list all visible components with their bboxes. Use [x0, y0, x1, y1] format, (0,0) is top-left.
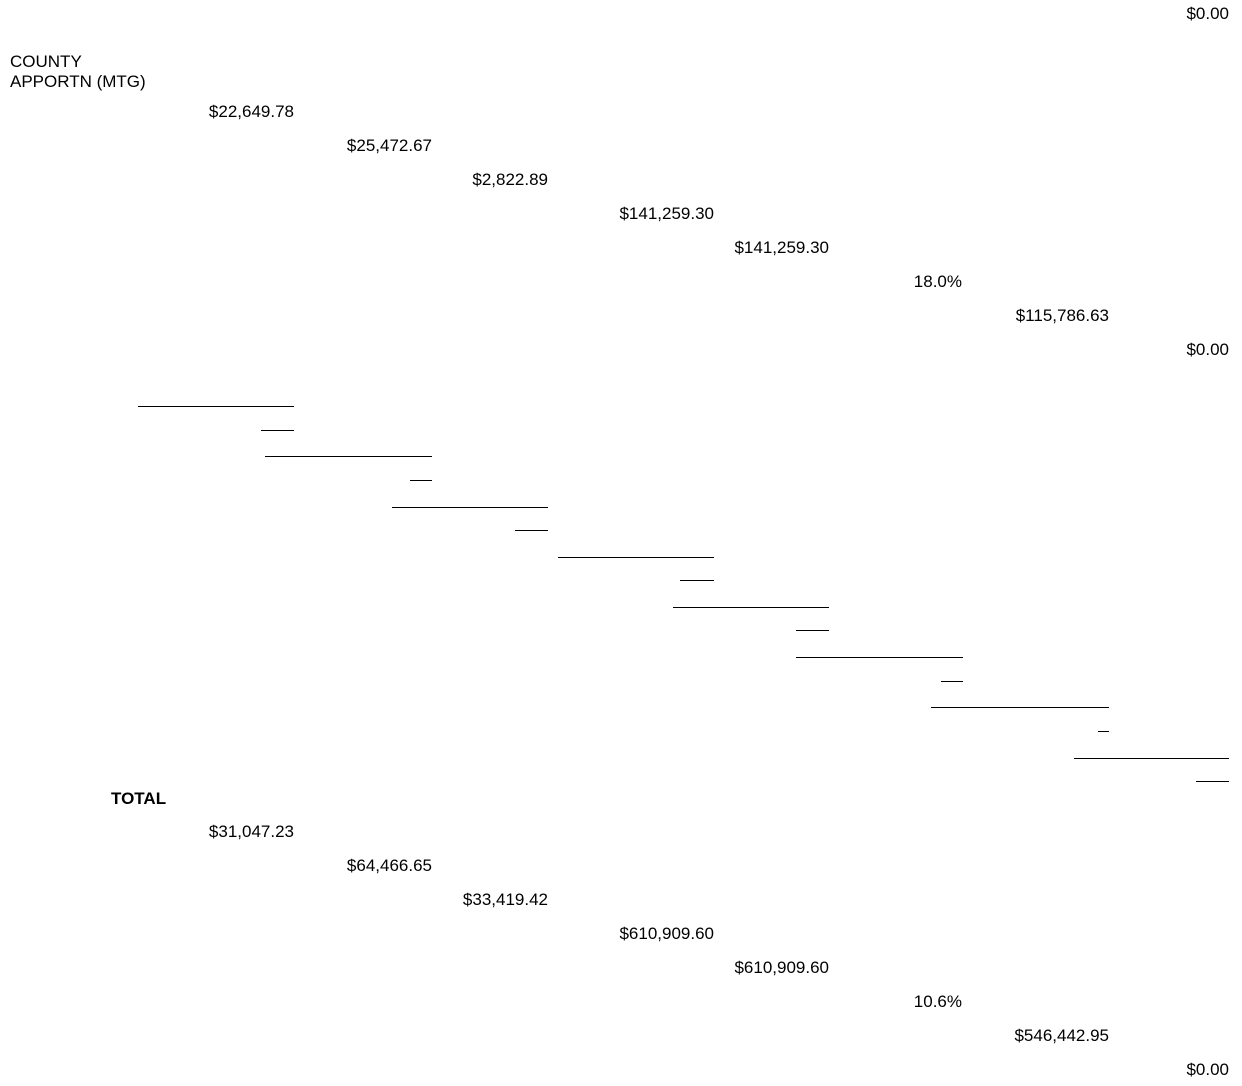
county-value-5: $141,259.30 [734, 238, 829, 257]
county-value-4: $141,259.30 [619, 204, 714, 223]
county-value-2: $25,472.67 [346, 136, 432, 155]
county-value-1: $22,649.78 [208, 102, 294, 121]
rule-short-2 [410, 480, 432, 481]
county-value-7: $115,786.63 [1015, 306, 1109, 325]
county-value-6: 18.0% [913, 272, 962, 291]
rule-short-8 [1196, 781, 1229, 782]
rule-short-1 [261, 430, 294, 431]
header-top-value: $0.00 [1186, 4, 1229, 23]
county-value-8: $0.00 [1186, 340, 1229, 359]
rule-long-1 [138, 406, 294, 407]
rule-long-4 [558, 557, 714, 558]
rule-short-6 [941, 681, 963, 682]
rule-short-7 [1098, 731, 1109, 732]
county-label-line1: COUNTY [10, 52, 82, 71]
rule-long-3 [392, 507, 548, 508]
county-value-3: $2,822.89 [472, 170, 548, 189]
total-value-4: $610,909.60 [619, 924, 714, 943]
total-value-3: $33,419.42 [462, 890, 548, 909]
county-label-line2: APPORTN (MTG) [10, 72, 146, 91]
rule-long-7 [931, 707, 1109, 708]
total-value-6: 10.6% [913, 992, 962, 1011]
rule-long-6 [796, 657, 963, 658]
total-label: TOTAL [111, 789, 167, 808]
rule-short-5 [796, 630, 829, 631]
total-value-8: $0.00 [1186, 1060, 1229, 1079]
rule-long-2 [265, 456, 432, 457]
total-value-7: $546,442.95 [1014, 1026, 1109, 1045]
rule-short-4 [680, 580, 714, 581]
rule-long-5 [673, 607, 829, 608]
total-value-1: $31,047.23 [208, 822, 294, 841]
total-value-2: $64,466.65 [346, 856, 432, 875]
rule-long-8 [1074, 758, 1229, 759]
rule-short-3 [515, 530, 548, 531]
total-value-5: $610,909.60 [734, 958, 829, 977]
